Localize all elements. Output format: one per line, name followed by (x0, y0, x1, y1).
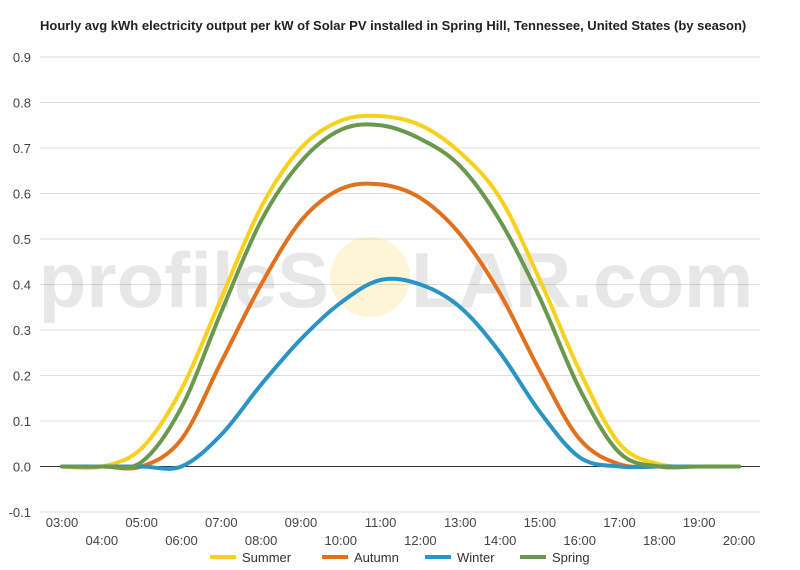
x-tick-label: 13:00 (444, 515, 477, 530)
series-line-winter (60, 276, 741, 471)
x-tick-label: 19:00 (683, 515, 716, 530)
x-tick-label: 20:00 (723, 533, 756, 548)
x-tick-label: 03:00 (46, 515, 79, 530)
y-tick-label: 0.1 (13, 414, 31, 429)
x-tick-label: 12:00 (404, 533, 437, 548)
watermark-left: profileS (39, 236, 329, 324)
watermark-sun-icon (330, 237, 410, 317)
y-tick-label: 0.9 (13, 50, 31, 65)
x-tick-label: 15:00 (524, 515, 557, 530)
y-tick-label: 0.3 (13, 323, 31, 338)
series-line-autumn (60, 181, 741, 471)
legend-label-spring: Spring (552, 550, 590, 565)
x-tick-label: 16:00 (563, 533, 596, 548)
x-tick-label: 11:00 (365, 515, 397, 530)
y-tick-label: -0.1 (9, 505, 31, 520)
chart-title: Hourly avg kWh electricity output per kW… (40, 18, 747, 33)
watermark-right: LAR.com (411, 236, 753, 324)
x-tick-label: 14:00 (484, 533, 517, 548)
x-tick-label: 18:00 (643, 533, 676, 548)
series-line-spring (60, 122, 741, 470)
y-tick-label: 0.6 (13, 187, 31, 202)
x-tick-label: 07:00 (205, 515, 238, 530)
legend-label-autumn: Autumn (354, 550, 399, 565)
y-tick-label: 0.7 (13, 141, 31, 156)
legend-label-winter: Winter (457, 550, 495, 565)
y-tick-label: 0.4 (13, 278, 31, 293)
x-tick-label: 05:00 (125, 515, 158, 530)
y-tick-label: 0.8 (13, 96, 31, 111)
series-line-summer (60, 113, 741, 470)
x-tick-label: 08:00 (245, 533, 278, 548)
x-tick-label: 10:00 (324, 533, 357, 548)
x-tick-label: 04:00 (86, 533, 119, 548)
x-tick-label: 09:00 (285, 515, 318, 530)
y-tick-label: 0.5 (13, 232, 31, 247)
y-tick-label: 0.0 (13, 460, 31, 475)
legend-label-summer: Summer (242, 550, 292, 565)
x-tick-label: 06:00 (165, 533, 198, 548)
x-tick-label: 17:00 (603, 515, 636, 530)
y-tick-label: 0.2 (13, 369, 31, 384)
